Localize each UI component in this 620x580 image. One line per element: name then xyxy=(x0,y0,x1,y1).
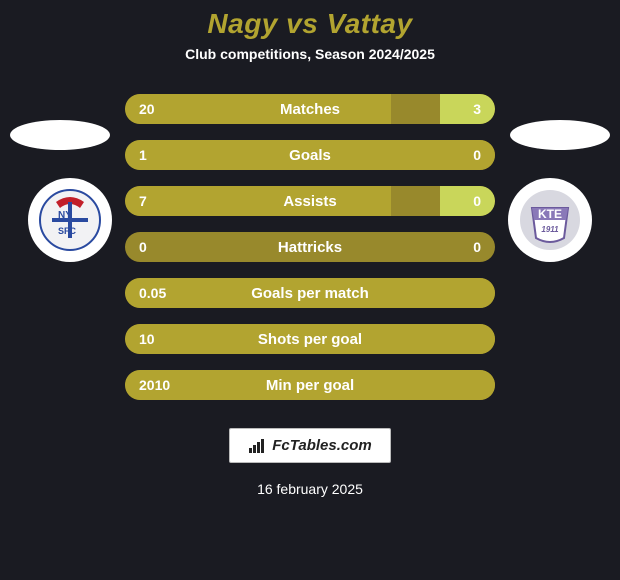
stat-fill-right xyxy=(440,94,496,124)
stat-value-right: 0 xyxy=(473,147,481,163)
brand-box: FcTables.com xyxy=(229,428,390,463)
container: Nagy vs Vattay Club competitions, Season… xyxy=(0,0,620,580)
club-logo-right: KTE 1911 xyxy=(508,178,592,262)
stat-fill-left xyxy=(125,94,391,124)
stat-label: Shots per goal xyxy=(258,331,362,348)
stat-value-left: 10 xyxy=(139,331,155,347)
page-title: Nagy vs Vattay xyxy=(207,8,412,40)
club-logo-left: NY SFC xyxy=(28,178,112,262)
stat-row: 2010 Min per goal xyxy=(125,370,495,400)
club-crest-left-icon: NY SFC xyxy=(38,188,102,252)
stat-row: 10 Shots per goal xyxy=(125,324,495,354)
brand-text: FcTables.com xyxy=(272,437,371,454)
svg-text:SFC: SFC xyxy=(58,226,77,236)
stat-value-right: 3 xyxy=(473,101,481,117)
stat-value-left: 0 xyxy=(139,239,147,255)
brand-chart-icon xyxy=(248,439,266,453)
player-badge-left xyxy=(10,120,110,150)
stat-row: 0 Hattricks 0 xyxy=(125,232,495,262)
stat-label: Min per goal xyxy=(266,377,354,394)
stat-value-right: 0 xyxy=(473,193,481,209)
stat-label: Hattricks xyxy=(278,239,342,256)
stat-value-right: 0 xyxy=(473,239,481,255)
club-crest-right-icon: KTE 1911 xyxy=(518,188,582,252)
stat-value-left: 2010 xyxy=(139,377,170,393)
stats-list: 20 Matches 3 1 Goals 0 7 Assists 0 0 Hattricks 0 0.0… xyxy=(125,94,495,400)
stat-value-left: 20 xyxy=(139,101,155,117)
svg-text:NY: NY xyxy=(58,210,72,221)
stat-label: Goals xyxy=(289,147,331,164)
stat-fill-left xyxy=(125,186,391,216)
stat-label: Goals per match xyxy=(251,285,369,302)
stat-label: Assists xyxy=(283,193,336,210)
club-logo-right-inner: KTE 1911 xyxy=(515,185,585,255)
stat-value-left: 7 xyxy=(139,193,147,209)
player-badge-right xyxy=(510,120,610,150)
stat-row: 0.05 Goals per match xyxy=(125,278,495,308)
subtitle: Club competitions, Season 2024/2025 xyxy=(185,46,435,62)
date-text: 16 february 2025 xyxy=(257,481,363,497)
stat-fill-right xyxy=(440,186,496,216)
stat-value-left: 0.05 xyxy=(139,285,166,301)
stat-row: 1 Goals 0 xyxy=(125,140,495,170)
club-logo-left-inner: NY SFC xyxy=(35,185,105,255)
svg-text:KTE: KTE xyxy=(538,207,562,221)
stat-row: 7 Assists 0 xyxy=(125,186,495,216)
svg-text:1911: 1911 xyxy=(541,225,559,234)
stat-label: Matches xyxy=(280,101,340,118)
stat-value-left: 1 xyxy=(139,147,147,163)
stat-row: 20 Matches 3 xyxy=(125,94,495,124)
